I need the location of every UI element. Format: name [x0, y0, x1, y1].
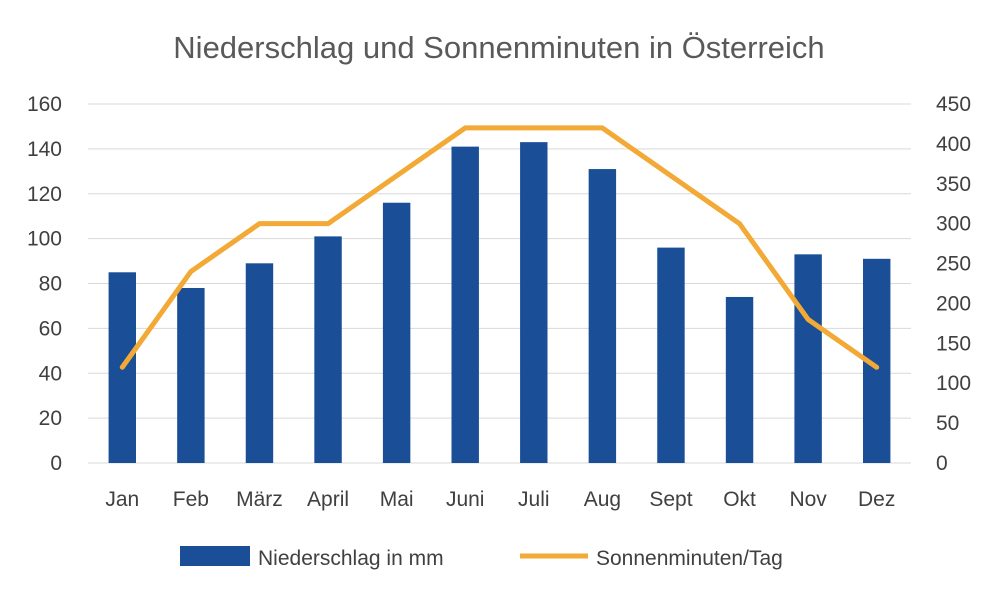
- x-axis: Jan Feb März April Mai Juni Juli Aug Sept Okt Nov D…: [105, 488, 895, 511]
- x-tick-label: Juni: [446, 488, 485, 511]
- right-tick-label: 450: [936, 93, 971, 116]
- left-tick-label: 40: [39, 362, 62, 385]
- right-tick-label: 0: [936, 452, 948, 475]
- x-tick-label: Sept: [649, 488, 692, 511]
- bar-series: [108, 142, 891, 464]
- right-tick-label: 50: [936, 412, 959, 435]
- right-tick-label: 150: [936, 332, 971, 355]
- bar: [451, 146, 479, 463]
- chart-title: Niederschlag und Sonnenminuten in Österr…: [173, 30, 824, 65]
- right-y-axis: 0 50 100 150 200 250 300 350 400 450: [936, 93, 971, 475]
- legend-swatch-bar: [180, 546, 250, 566]
- x-tick-label: März: [236, 488, 283, 511]
- right-tick-label: 400: [936, 133, 971, 156]
- x-tick-label: Juli: [518, 488, 550, 511]
- bar: [177, 287, 205, 463]
- right-tick-label: 300: [936, 213, 971, 236]
- x-tick-label: Jan: [105, 488, 139, 511]
- left-tick-label: 80: [39, 273, 62, 296]
- line-series: [119, 125, 880, 370]
- left-tick-label: 60: [39, 317, 62, 340]
- bar: [588, 169, 617, 463]
- left-tick-label: 140: [27, 138, 62, 161]
- x-tick-label: Okt: [723, 488, 756, 511]
- legend: Niederschlag in mm Sonnenminuten/Tag: [180, 546, 783, 570]
- bar: [245, 263, 274, 463]
- bar: [520, 142, 548, 464]
- x-tick-label: Dez: [858, 488, 895, 511]
- x-tick-label: Mai: [380, 488, 414, 511]
- right-tick-label: 200: [936, 292, 971, 315]
- legend-label-bar: Niederschlag in mm: [258, 547, 444, 570]
- bar: [657, 247, 685, 463]
- right-tick-label: 350: [936, 173, 971, 196]
- line-path: [119, 125, 880, 370]
- x-tick-label: Aug: [584, 488, 621, 511]
- bar: [725, 296, 754, 463]
- bar: [382, 202, 411, 463]
- x-tick-label: Feb: [173, 488, 209, 511]
- right-tick-label: 250: [936, 253, 971, 276]
- left-tick-label: 120: [27, 183, 62, 206]
- bar: [314, 236, 342, 463]
- left-tick-label: 20: [39, 407, 62, 430]
- left-tick-label: 0: [50, 452, 62, 475]
- legend-label-line: Sonnenminuten/Tag: [596, 547, 783, 570]
- left-tick-label: 100: [27, 228, 62, 251]
- gridlines: [88, 103, 911, 464]
- bar: [794, 254, 822, 463]
- x-tick-label: April: [307, 488, 349, 511]
- right-tick-label: 100: [936, 372, 971, 395]
- x-tick-label: Nov: [789, 488, 827, 511]
- left-tick-label: 160: [27, 93, 62, 116]
- left-y-axis: 0 20 40 60 80 100 120 140 160: [27, 93, 62, 475]
